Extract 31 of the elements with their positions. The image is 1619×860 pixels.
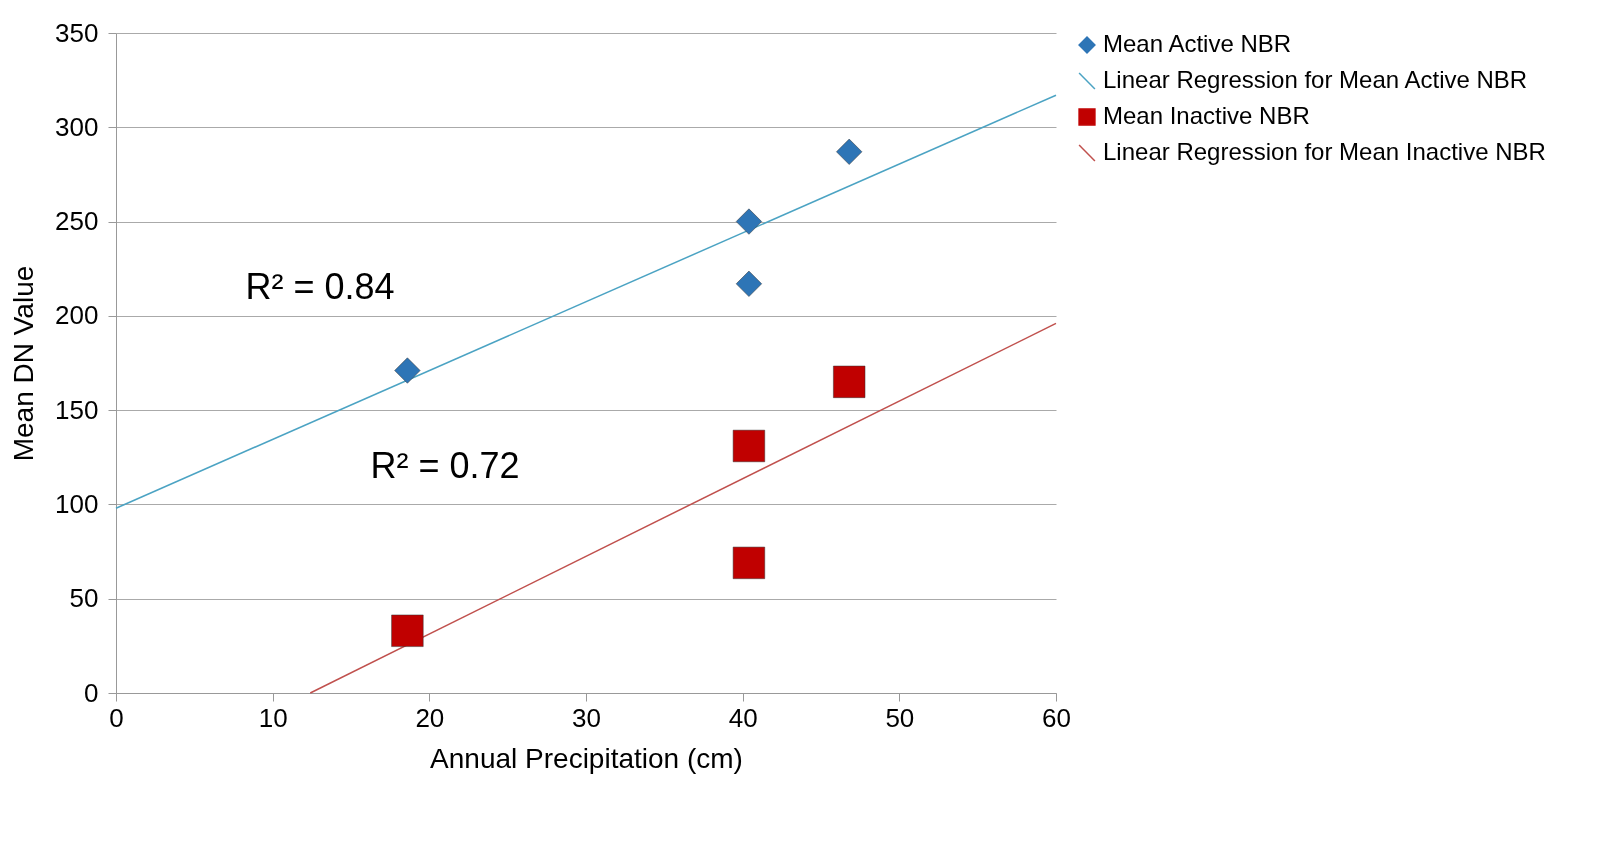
point <box>735 270 762 297</box>
x-tick-label: 50 <box>885 702 915 733</box>
y-axis-title: Mean DN Value <box>8 265 40 462</box>
y-tick-label: 100 <box>55 488 99 519</box>
y-tick-label: 50 <box>69 583 99 614</box>
y-tick-label: 200 <box>55 300 99 331</box>
y-tick-label: 300 <box>55 111 99 142</box>
point <box>833 365 866 398</box>
y-tick-label: 250 <box>55 206 99 237</box>
point <box>836 138 863 165</box>
x-tick-label: 40 <box>728 702 758 733</box>
x-axis-title: Annual Precipitation (cm) <box>430 742 743 774</box>
point <box>391 614 424 647</box>
x-tick-label: 60 <box>1042 702 1071 733</box>
point <box>394 357 421 384</box>
legend-label: Linear Regression for Mean Inactive NBR <box>1103 138 1546 165</box>
legend-label: Linear Regression for Mean Active NBR <box>1103 66 1528 93</box>
point <box>735 208 762 235</box>
point <box>732 546 765 579</box>
y-tick-label: 350 <box>55 17 99 48</box>
x-tick-label: 0 <box>109 702 124 733</box>
point <box>732 429 765 463</box>
x-tick-label: 30 <box>572 702 601 733</box>
annotation: R² = 0.84 <box>245 266 395 307</box>
y-tick-label: 150 <box>55 394 99 425</box>
legend-label: Mean Active NBR <box>1103 30 1292 57</box>
annotation: R² = 0.72 <box>370 445 520 486</box>
y-tick-label: 0 <box>84 677 99 708</box>
x-tick-label: 20 <box>415 702 445 733</box>
x-tick-label: 10 <box>258 702 288 733</box>
legend-label: Mean Inactive NBR <box>1103 102 1310 129</box>
